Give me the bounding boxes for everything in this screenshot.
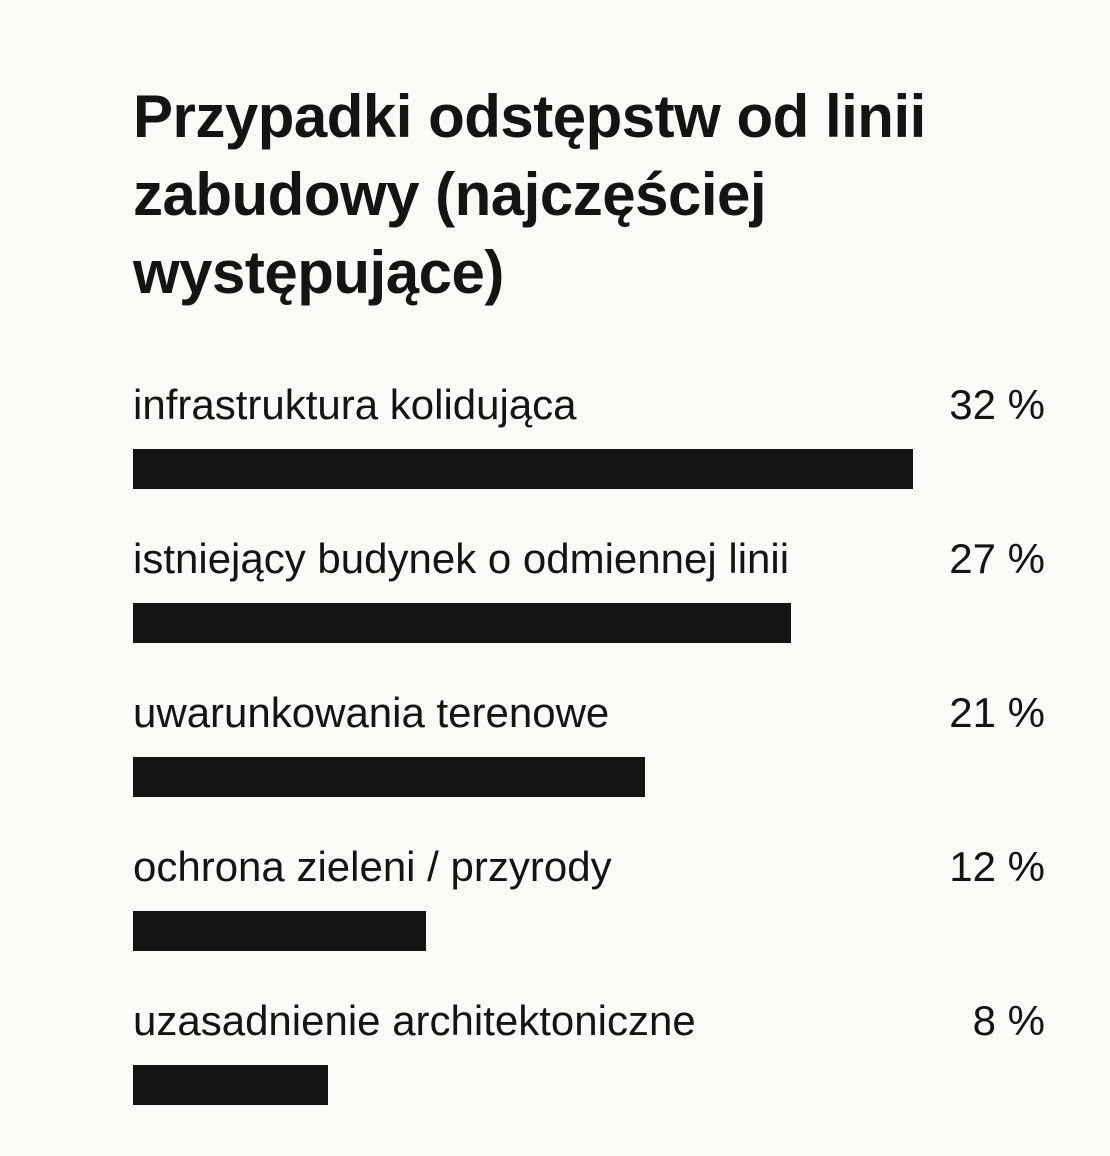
bar (133, 603, 792, 643)
bar-list: infrastruktura kolidująca 32 % istniejący … (133, 376, 1045, 1146)
bar (133, 911, 426, 951)
bar (133, 449, 913, 489)
bar-track (133, 911, 913, 951)
bar-track (133, 757, 913, 797)
category-label: istniejący budynek o odmiennej linii (133, 535, 790, 582)
category-label: uwarunkowania terenowe (133, 689, 610, 736)
chart-title: Przypadki odstępstw od linii zabudowy (n… (133, 83, 926, 306)
bar-row: istniejący budynek o odmiennej linii 27 % (133, 530, 1045, 684)
bar-track (133, 1065, 913, 1105)
value-label: 32 % (949, 381, 1045, 428)
bar-row: uwarunkowania terenowe 21 % (133, 684, 1045, 838)
bar-track (133, 449, 913, 489)
value-label: 12 % (949, 843, 1045, 890)
bar-row: ochrona zieleni / przyrody 12 % (133, 838, 1045, 992)
value-label: 27 % (949, 535, 1045, 582)
value-label: 21 % (949, 689, 1045, 736)
bar-row: uzasadnienie architektoniczne 8 % (133, 992, 1045, 1146)
value-label: 8 % (972, 997, 1045, 1044)
category-label: ochrona zieleni / przyrody (133, 843, 612, 890)
bar-row: infrastruktura kolidująca 32 % (133, 376, 1045, 530)
bar-track (133, 603, 913, 643)
category-label: uzasadnienie architektoniczne (133, 997, 696, 1044)
bar (133, 757, 645, 797)
bar (133, 1065, 328, 1105)
category-label: infrastruktura kolidująca (133, 381, 577, 428)
